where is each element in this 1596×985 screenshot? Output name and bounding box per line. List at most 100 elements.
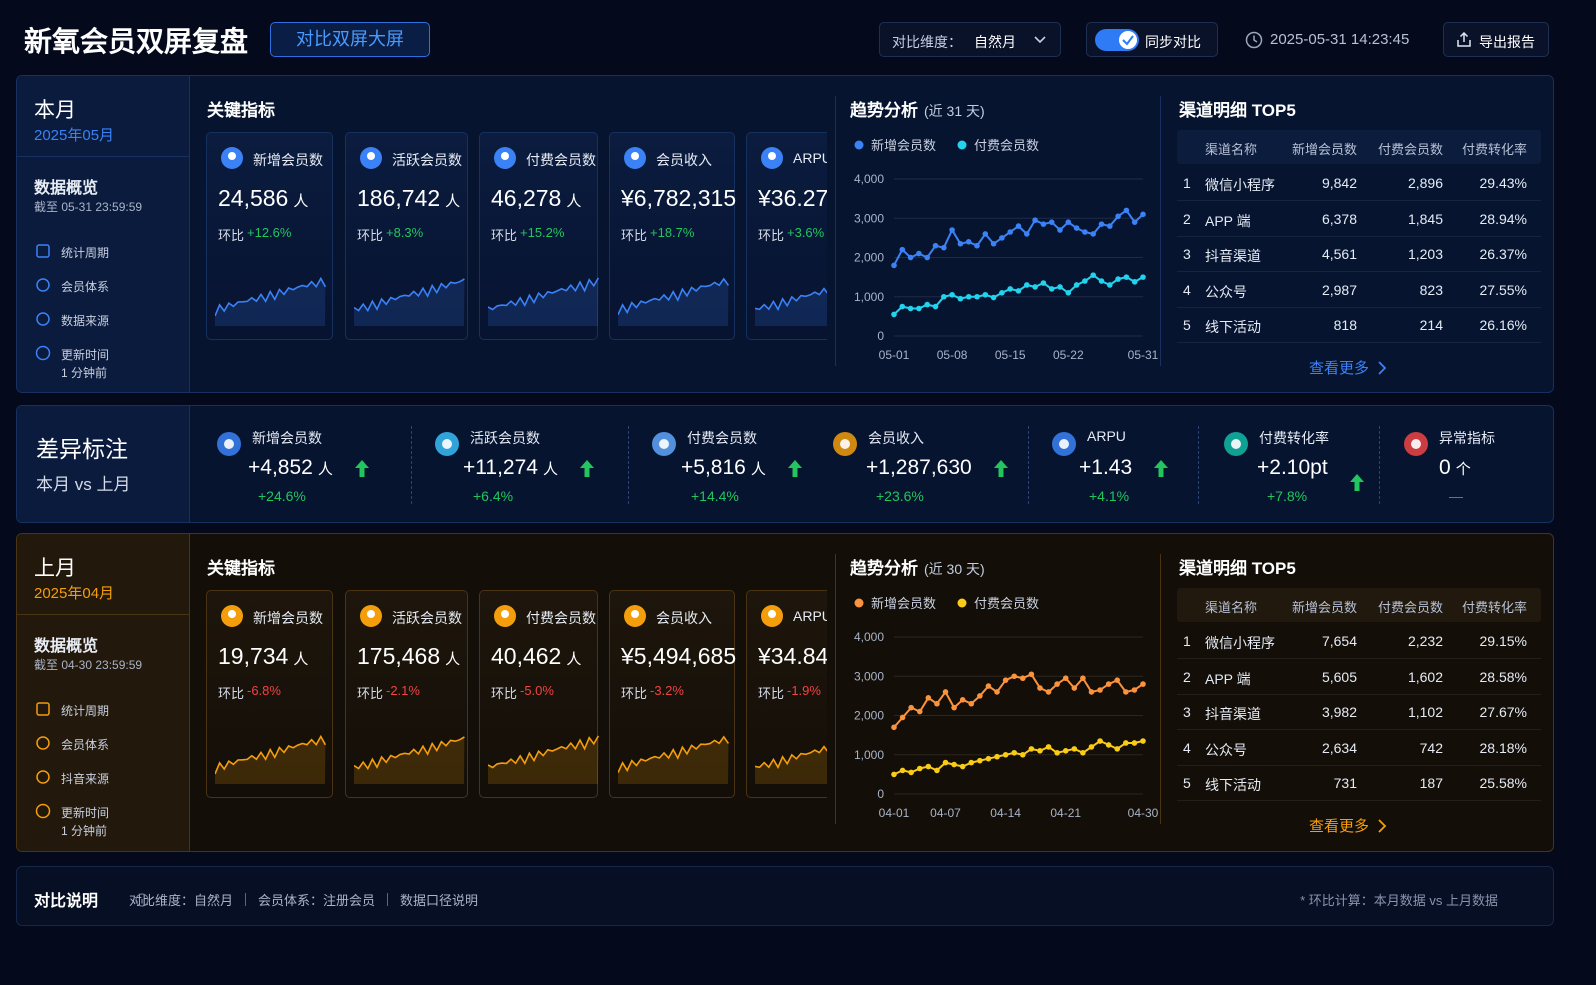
kpi-change: +15.2% — [520, 225, 565, 240]
sparkline-area — [354, 737, 465, 784]
trend-point — [908, 769, 914, 776]
trend-point — [1090, 272, 1096, 278]
trend-point — [924, 301, 930, 308]
trend-point — [1088, 689, 1095, 695]
trend-point — [982, 231, 989, 237]
trend-point — [994, 753, 1000, 760]
overview-title: 数据概览 — [34, 638, 99, 655]
diff-pct: — — [1449, 488, 1463, 504]
icon-shape — [36, 244, 50, 258]
diff-value-row: +1.43 — [1079, 456, 1132, 480]
x-tick-label: 04-07 — [930, 806, 961, 820]
up-arrow — [355, 460, 369, 477]
icon-glyph — [224, 439, 234, 449]
kpi-name: 付费会员数 — [526, 610, 596, 626]
trend-point — [994, 689, 1000, 695]
table-row: 3 抖音渠道 3,982 1,102 27.67% — [1177, 695, 1541, 730]
trend-point — [1040, 280, 1047, 286]
trend-point — [1105, 681, 1112, 687]
icon-glyph — [501, 152, 509, 160]
trend-point — [985, 683, 992, 689]
trend-point — [1097, 738, 1103, 744]
up-arrow — [1350, 474, 1364, 491]
kpi-value: ¥34.84 — [758, 643, 827, 669]
sparkline-area — [215, 278, 326, 326]
dimension-select[interactable]: 对比维度： 自然月 — [879, 22, 1061, 57]
table-cell: 28.18% — [1479, 739, 1527, 756]
table-cell: 731 — [1333, 775, 1357, 791]
trend-point — [1088, 744, 1095, 750]
table-header-cell: 新增会员数 — [1291, 600, 1357, 615]
trend-point — [1002, 677, 1009, 683]
kpi-icon — [624, 605, 646, 627]
kpi-value-row: 24,586 人 — [218, 185, 308, 212]
trend-point — [1071, 746, 1078, 752]
kpi-name: ARPU — [793, 608, 827, 624]
y-tick-label: 2,000 — [854, 709, 884, 723]
view-more[interactable]: 查看更多 — [1309, 815, 1387, 836]
trend-point — [1123, 274, 1130, 280]
diff-value: +4,852 — [248, 456, 313, 479]
trend-point — [907, 305, 914, 312]
diff-name: 活跃会员数 — [470, 430, 540, 446]
diff-value: +2.10pt — [1257, 456, 1328, 479]
trend-point — [977, 757, 983, 764]
trend-point — [1080, 749, 1086, 756]
diff-icon — [1052, 432, 1076, 456]
trend-point — [949, 227, 955, 233]
kpi-change: -2.1% — [386, 683, 420, 698]
trend-point — [1054, 749, 1060, 756]
kpi-value-row: 19,734 人 — [218, 643, 308, 670]
icon-glyph — [228, 610, 236, 618]
diff-value: +1,287,630 — [866, 456, 972, 479]
separator — [1379, 426, 1380, 504]
diff-unit: 人 — [750, 461, 766, 478]
toggle-switch — [1095, 29, 1139, 51]
sparkline-area — [215, 736, 326, 784]
table-cell: 4 — [1183, 281, 1191, 298]
trend-point — [1024, 231, 1030, 237]
up-arrow — [580, 460, 594, 477]
diff-name: 新增会员数 — [252, 430, 322, 446]
table-header-cell: 付费会员数 — [1377, 600, 1443, 615]
sparkline-area — [618, 278, 729, 326]
table-cell: 1 — [1183, 633, 1191, 649]
kpi-value: 175,468 — [357, 643, 441, 669]
sparkline-area — [755, 746, 827, 784]
mode-badge[interactable]: 对比双屏大屏 — [270, 22, 430, 57]
table-cell: 抖音渠道 — [1205, 706, 1261, 722]
trend-point — [1045, 744, 1052, 750]
table-cell: 5 — [1183, 775, 1191, 791]
table-cell: 28.94% — [1479, 210, 1527, 227]
separator — [1028, 426, 1029, 504]
timestamp: 2025-05-31 14:23:45 — [1270, 31, 1410, 48]
view-more[interactable]: 查看更多 — [1309, 357, 1387, 378]
table-header-cell: 付费转化率 — [1461, 600, 1527, 615]
table-cell: 29.15% — [1479, 633, 1527, 649]
meta-icon — [36, 736, 50, 750]
kpi-unit: 人 — [566, 651, 582, 668]
sync-toggle[interactable]: 同步对比 — [1086, 22, 1218, 57]
sparkline-line — [488, 277, 600, 311]
kpi-card: ARPU ¥36.27 环比 +3.6% — [746, 132, 827, 340]
overview-subtitle: 截至 04-30 23:59:59 — [34, 658, 143, 672]
sparkline — [215, 734, 327, 784]
trend-point — [1065, 219, 1072, 225]
y-tick-label: 0 — [877, 329, 884, 343]
table-cell: 5 — [1183, 317, 1191, 333]
y-tick-label: 1,000 — [854, 748, 884, 762]
export-button[interactable]: 导出报告 — [1443, 22, 1549, 57]
kpi-name: 新增会员数 — [253, 610, 323, 626]
sparkline-line — [618, 277, 730, 315]
table-title: 渠道明细 TOP5 — [1179, 559, 1296, 578]
icon-shape — [36, 278, 50, 292]
y-tick-label: 3,000 — [854, 211, 884, 225]
legend-label: 新增会员数 — [871, 596, 936, 611]
trend-point — [968, 700, 975, 707]
trend-point — [1007, 229, 1013, 235]
trend-point — [1140, 681, 1146, 687]
y-tick-label: 4,000 — [854, 172, 884, 186]
meta-label: 抖音来源 — [61, 772, 110, 786]
trend-point — [974, 242, 980, 249]
